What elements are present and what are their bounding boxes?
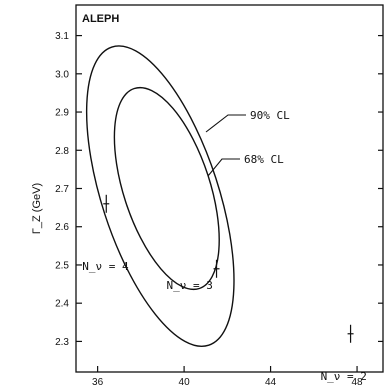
- y-tick-label: 3.0: [55, 69, 69, 80]
- y-tick-label: 2.3: [55, 337, 69, 348]
- y-axis-label: Γ_Z (GeV): [31, 183, 43, 234]
- x-tick-label: 36: [92, 377, 104, 388]
- leader-68cl: [207, 158, 240, 177]
- x-tick-label: 40: [179, 377, 191, 388]
- y-tick-label: 2.6: [55, 222, 69, 233]
- chart-title: ALEPH: [82, 13, 119, 25]
- prediction-label: N_ν = 3: [167, 279, 213, 292]
- prediction-label: N_ν = 2: [321, 370, 367, 383]
- y-tick-label: 2.8: [55, 146, 69, 157]
- points-layer: [103, 194, 354, 343]
- y-tick-label: 2.4: [55, 299, 69, 310]
- ticks-layer: 2.3 2.4 2.5 2.6 2.7 2.8 2.9 3.0 3.1 36 40 44 48: [55, 31, 383, 388]
- labels-layer: 90% CL 68% CL N_ν = 2 N_ν = 3 N_ν = 4: [82, 109, 367, 383]
- y-tick-label: 3.1: [55, 31, 69, 42]
- x-tick-label: 48: [351, 377, 363, 388]
- prediction-label: N_ν = 4: [82, 260, 129, 273]
- contours-layer: [85, 45, 235, 348]
- leader-90cl: [205, 114, 246, 133]
- contour-90cl: [85, 45, 235, 348]
- label-90cl: 90% CL: [250, 109, 290, 122]
- x-tick-label: 44: [265, 377, 277, 388]
- y-tick-label: 2.9: [55, 108, 69, 119]
- y-tick-label: 2.5: [55, 260, 69, 271]
- y-tick-label: 2.7: [55, 184, 69, 195]
- label-68cl: 68% CL: [244, 153, 284, 166]
- contour-68cl: [113, 86, 220, 291]
